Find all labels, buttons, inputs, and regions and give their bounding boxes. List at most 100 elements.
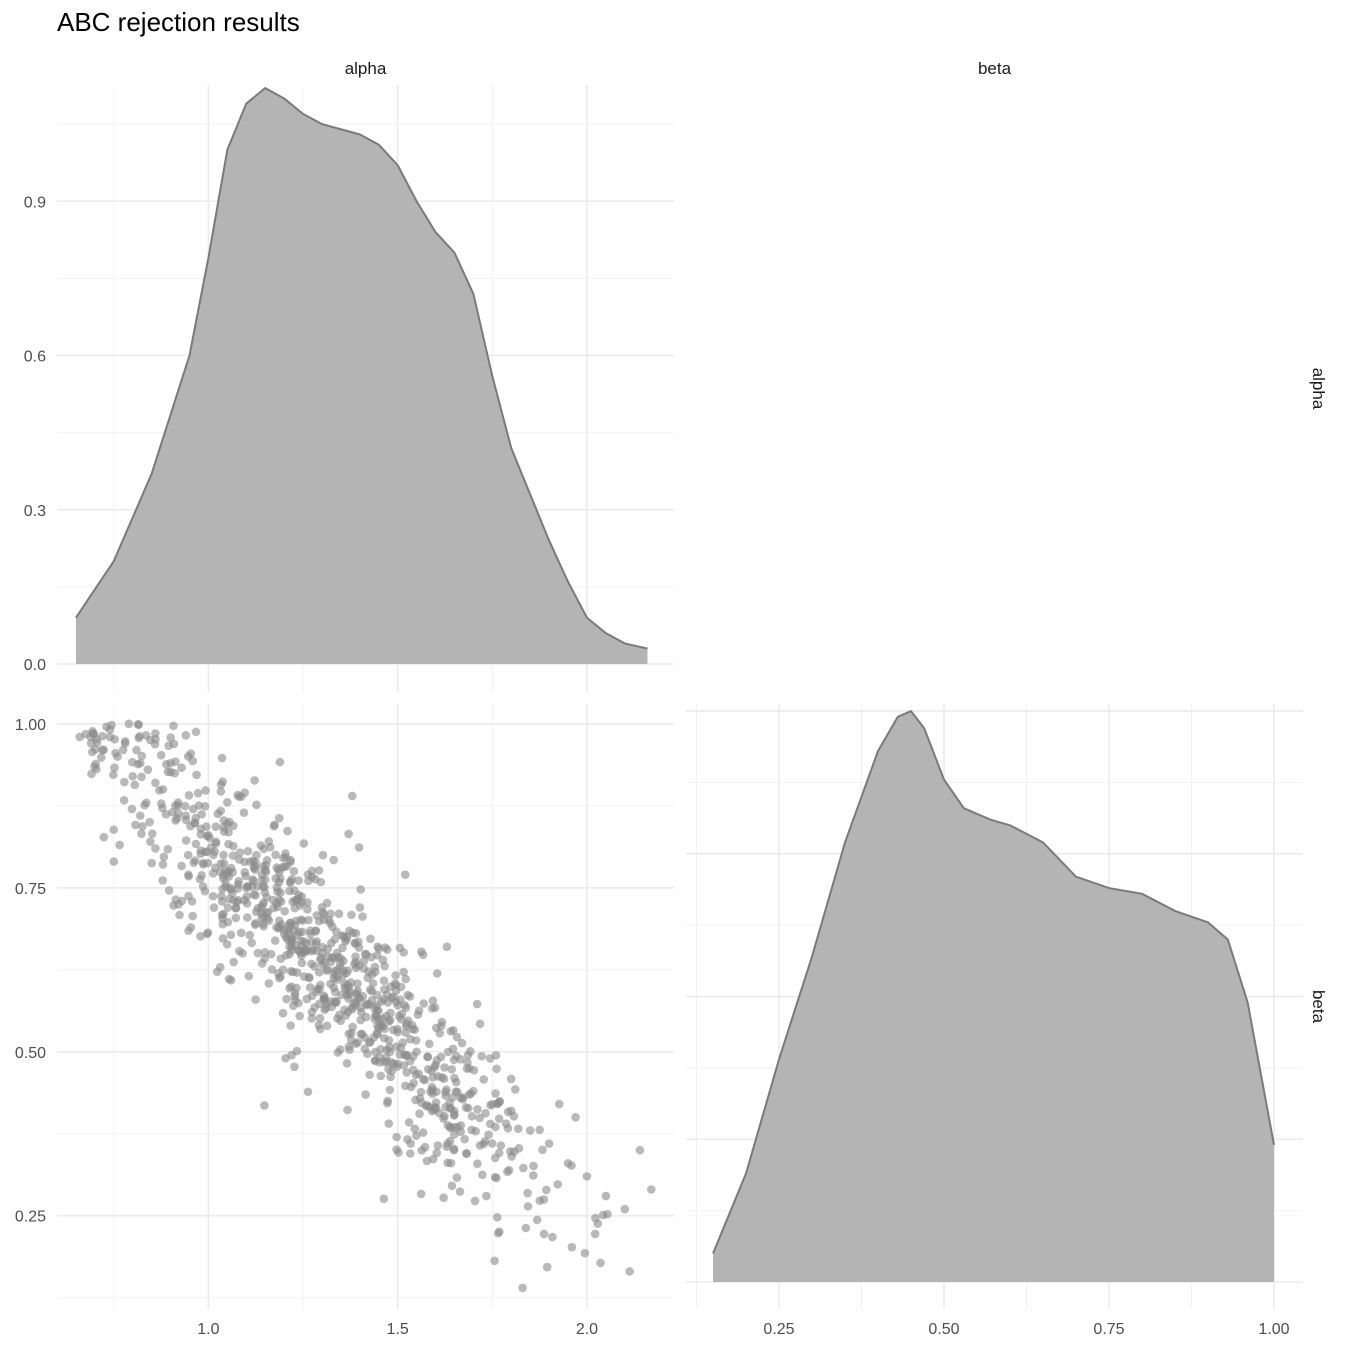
scatter-point <box>158 860 168 869</box>
scatter-point <box>548 1232 557 1242</box>
scatter-point <box>219 859 229 868</box>
scatter-point <box>456 1054 465 1064</box>
scatter-point <box>542 1262 552 1272</box>
scatter-point <box>169 721 178 731</box>
scatter-point <box>422 1156 432 1166</box>
scatter-point <box>132 745 141 755</box>
scatter-point <box>392 1042 401 1051</box>
scatter-point <box>332 975 342 984</box>
scatter-point <box>223 903 233 912</box>
scatter-point <box>428 1073 438 1082</box>
scatter-point <box>197 809 207 819</box>
scatter-point <box>514 1144 524 1153</box>
scatter-point <box>358 912 367 921</box>
scatter-point <box>523 1188 532 1198</box>
scatter-point <box>521 1223 531 1233</box>
scatter-point <box>442 1142 452 1151</box>
scatter-point <box>193 788 203 798</box>
scatter-point <box>98 745 107 755</box>
scatter-point <box>370 1056 380 1066</box>
scatter-point <box>355 994 365 1004</box>
y-tick-label-beta: 0.50 <box>15 1045 46 1062</box>
y-tick-label-beta: 1.00 <box>15 717 46 734</box>
scatter-point <box>440 1063 449 1072</box>
scatter-point <box>314 866 324 875</box>
scatter-point <box>219 850 228 860</box>
scatter-point <box>163 767 173 777</box>
scatter-point <box>329 855 338 865</box>
scatter-point <box>158 785 168 794</box>
scatter-point <box>529 1161 538 1171</box>
scatter-point <box>252 850 261 860</box>
scatter-point <box>272 863 282 872</box>
scatter-point <box>423 1052 433 1062</box>
scatter-point <box>379 1194 389 1204</box>
scatter-point <box>209 850 218 860</box>
scatter-point <box>146 837 155 846</box>
scatter-point <box>303 1087 313 1097</box>
scatter-point <box>296 936 305 946</box>
scatter-point <box>580 1248 590 1258</box>
scatter-point <box>275 973 284 983</box>
scatter-point <box>336 954 346 963</box>
scatter-point <box>251 995 260 1004</box>
scatter-point <box>263 907 273 917</box>
scatter-point <box>158 803 167 813</box>
scatter-point <box>307 1014 317 1023</box>
scatter-point <box>475 1019 485 1029</box>
scatter-point <box>554 1099 564 1109</box>
scatter-point <box>226 863 236 873</box>
scatter-point <box>285 886 294 896</box>
scatter-point <box>311 927 320 936</box>
scatter-point <box>506 1074 516 1084</box>
scatter-point <box>519 1163 528 1173</box>
scatter-point <box>443 1158 453 1168</box>
scatter-point <box>191 727 201 737</box>
x-tick-label-beta: 1.00 <box>1258 1321 1289 1338</box>
scatter-point <box>330 935 340 944</box>
x-tick-label-beta: 0.75 <box>1093 1321 1124 1338</box>
scatter-point <box>571 1113 580 1122</box>
scatter-point <box>236 928 246 938</box>
scatter-point <box>398 1038 408 1047</box>
scatter-point <box>272 899 281 908</box>
scatter-point <box>431 1098 441 1107</box>
density-area-alpha <box>75 88 648 665</box>
scatter-point <box>318 942 327 952</box>
scatter-point <box>242 899 252 908</box>
scatter-point <box>281 849 290 858</box>
density-line-beta <box>712 709 1275 1254</box>
scatter-point <box>264 916 274 925</box>
scatter-point <box>287 874 297 884</box>
scatter-point <box>337 931 347 940</box>
scatter-point <box>110 763 119 772</box>
scatter-point <box>433 1141 443 1150</box>
scatter-point <box>503 1167 512 1176</box>
scatter-point <box>470 1196 480 1206</box>
scatter-point <box>542 1185 551 1195</box>
scatter-point <box>469 1086 478 1096</box>
scatter-point <box>590 1229 600 1239</box>
scatter-point <box>184 870 193 880</box>
scatter-point <box>347 1028 356 1038</box>
scatter-point <box>294 928 304 937</box>
scatter-point <box>226 930 236 940</box>
scatter-point <box>204 831 213 840</box>
scatter-point <box>404 1118 414 1127</box>
scatter-point <box>217 753 227 763</box>
scatter-point <box>135 758 145 768</box>
scatter-point <box>223 797 232 807</box>
scatter-point <box>280 907 289 916</box>
scatter-point <box>291 916 301 926</box>
scatter-point <box>211 837 221 847</box>
scatter-point <box>271 850 280 860</box>
scatter-point <box>151 844 160 853</box>
scatter-point <box>471 1126 481 1136</box>
scatter-point <box>166 758 175 768</box>
scatter-point <box>490 1256 499 1266</box>
scatter-point <box>133 720 143 729</box>
scatter-point <box>192 770 201 780</box>
scatter-point <box>447 1181 457 1191</box>
scatter-point <box>479 1075 489 1084</box>
scatter-point <box>145 817 154 827</box>
